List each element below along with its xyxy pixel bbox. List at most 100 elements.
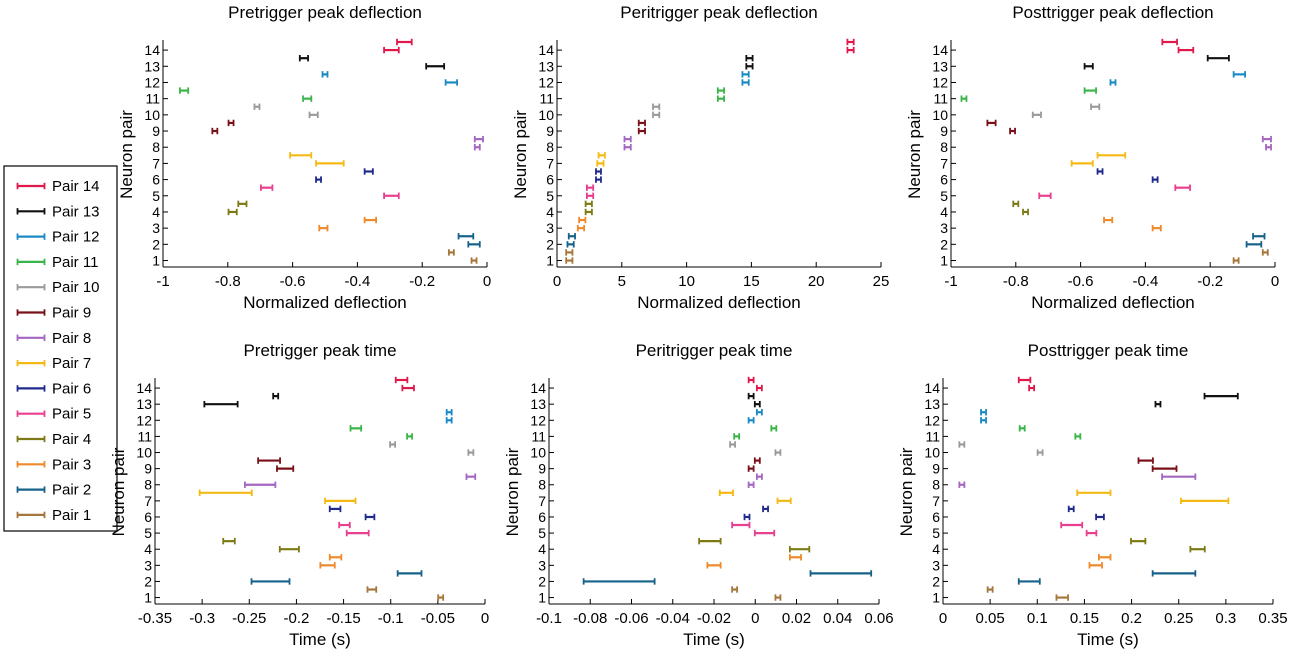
y-tick-label: 4 [546, 204, 554, 220]
legend-item: Pair 5 [16, 406, 91, 423]
data-point-pair-11 [179, 87, 190, 94]
y-tick-label: 10 [932, 107, 948, 123]
y-tick-label: 7 [144, 493, 152, 509]
legend-item: Pair 4 [16, 431, 91, 448]
y-tick-label: 3 [932, 557, 940, 573]
data-point-pair-5 [1085, 529, 1098, 537]
legend-label: Pair 8 [52, 330, 91, 347]
data-point-pair-10 [652, 111, 661, 119]
x-tick-label: 0.25 [1164, 610, 1193, 627]
y-tick-label: 12 [144, 74, 160, 90]
data-point-pair-8 [1261, 135, 1272, 143]
data-point-pair-4 [237, 200, 248, 208]
x-tick-label: 0.3 [1215, 610, 1236, 627]
data-point-pair-8 [1161, 473, 1197, 480]
x-tick-label: -0.25 [232, 610, 266, 627]
data-point-pair-1 [1055, 594, 1069, 601]
data-point-pair-6 [762, 505, 769, 513]
x-axis-label: Time (s) [683, 630, 745, 649]
y-tick-label: 9 [152, 123, 160, 139]
legend-marker [16, 182, 46, 190]
y-tick-label: 9 [932, 461, 940, 477]
x-tick-label: 10 [678, 273, 695, 290]
legend-item: Pair 8 [16, 330, 91, 347]
data-point-pair-12 [1109, 79, 1117, 86]
data-point-pair-11 [1083, 87, 1097, 94]
y-tick-label: 13 [530, 396, 546, 412]
data-point-pair-13 [425, 63, 446, 70]
data-point-pair-7 [776, 497, 792, 505]
data-point-pair-1 [731, 586, 739, 593]
y-tick-label: 7 [940, 155, 948, 171]
y-tick-label: 3 [546, 220, 554, 236]
data-point-pair-3 [706, 562, 722, 569]
data-point-pair-8 [243, 481, 277, 488]
y-tick-label: 7 [538, 493, 546, 509]
data-point-pair-3 [1088, 562, 1103, 569]
data-point-pair-6 [328, 505, 342, 513]
data-point-pair-4 [227, 208, 238, 216]
y-tick-label: 1 [932, 590, 940, 606]
data-point-pair-6 [363, 168, 374, 175]
data-point-pair-2 [250, 578, 291, 585]
legend-label: Pair 10 [52, 279, 100, 296]
y-tick-label: 2 [538, 573, 546, 589]
data-point-pair-7 [289, 152, 313, 159]
x-tick-label: -0.4 [1132, 273, 1158, 290]
data-point-pair-12 [747, 417, 755, 424]
data-point-pair-11 [349, 425, 363, 432]
data-point-pair-5 [1174, 184, 1191, 191]
legend-label: Pair 7 [52, 355, 91, 372]
y-tick-label: 10 [530, 445, 546, 461]
data-point-pair-14 [394, 376, 409, 384]
data-point-pair-3 [578, 216, 587, 224]
y-tick-label: 6 [940, 172, 948, 188]
data-point-pair-7 [315, 160, 345, 167]
data-point-pair-11 [1074, 433, 1082, 440]
data-point-pair-14 [846, 38, 855, 46]
data-point-pair-3 [319, 562, 336, 569]
data-point-pair-1 [1232, 257, 1240, 264]
data-point-pair-2 [457, 233, 475, 240]
x-axis-label: Time (s) [1077, 630, 1139, 649]
data-point-pair-7 [1076, 489, 1112, 497]
data-point-pair-13 [272, 392, 280, 400]
y-tick-label: 6 [546, 172, 554, 188]
data-point-pair-12 [741, 71, 750, 78]
data-point-pair-9 [1137, 457, 1154, 464]
data-point-pair-6 [1151, 176, 1159, 183]
data-point-pair-13 [1154, 400, 1162, 408]
y-axis-label: Neuron pair [897, 447, 916, 536]
y-tick-label: 14 [136, 380, 152, 396]
data-point-pair-1 [366, 586, 378, 593]
data-point-pair-11 [302, 95, 313, 102]
data-point-pair-3 [1103, 216, 1114, 224]
x-tick-label: 20 [808, 273, 825, 290]
y-tick-label: 13 [924, 396, 940, 412]
legend-label: Pair 13 [52, 203, 100, 220]
y-tick-label: 14 [538, 42, 554, 58]
data-point-pair-4 [1012, 200, 1020, 208]
data-point-pair-7 [1180, 497, 1230, 505]
data-point-pair-12 [741, 79, 750, 86]
y-tick-label: 5 [538, 525, 546, 541]
legend-marker [16, 511, 46, 519]
x-tick-label: 0.35 [1258, 610, 1287, 627]
data-point-pair-8 [755, 473, 763, 480]
legend-label: Pair 5 [52, 406, 91, 423]
y-tick-label: 14 [924, 380, 940, 396]
data-point-pair-1 [774, 594, 782, 601]
y-tick-label: 9 [546, 123, 554, 139]
x-tick-label: -0.1 [536, 610, 562, 627]
data-point-pair-10 [308, 111, 319, 119]
data-point-pair-12 [980, 409, 987, 416]
y-tick-label: 11 [925, 428, 940, 444]
y-tick-label: 3 [538, 557, 546, 573]
data-point-pair-10 [467, 449, 475, 456]
legend-marker [16, 284, 46, 291]
legend-marker [16, 334, 46, 341]
y-tick-label: 7 [546, 155, 554, 171]
x-tick-label: -0.35 [138, 610, 172, 627]
x-tick-label: -0.1 [378, 610, 404, 627]
